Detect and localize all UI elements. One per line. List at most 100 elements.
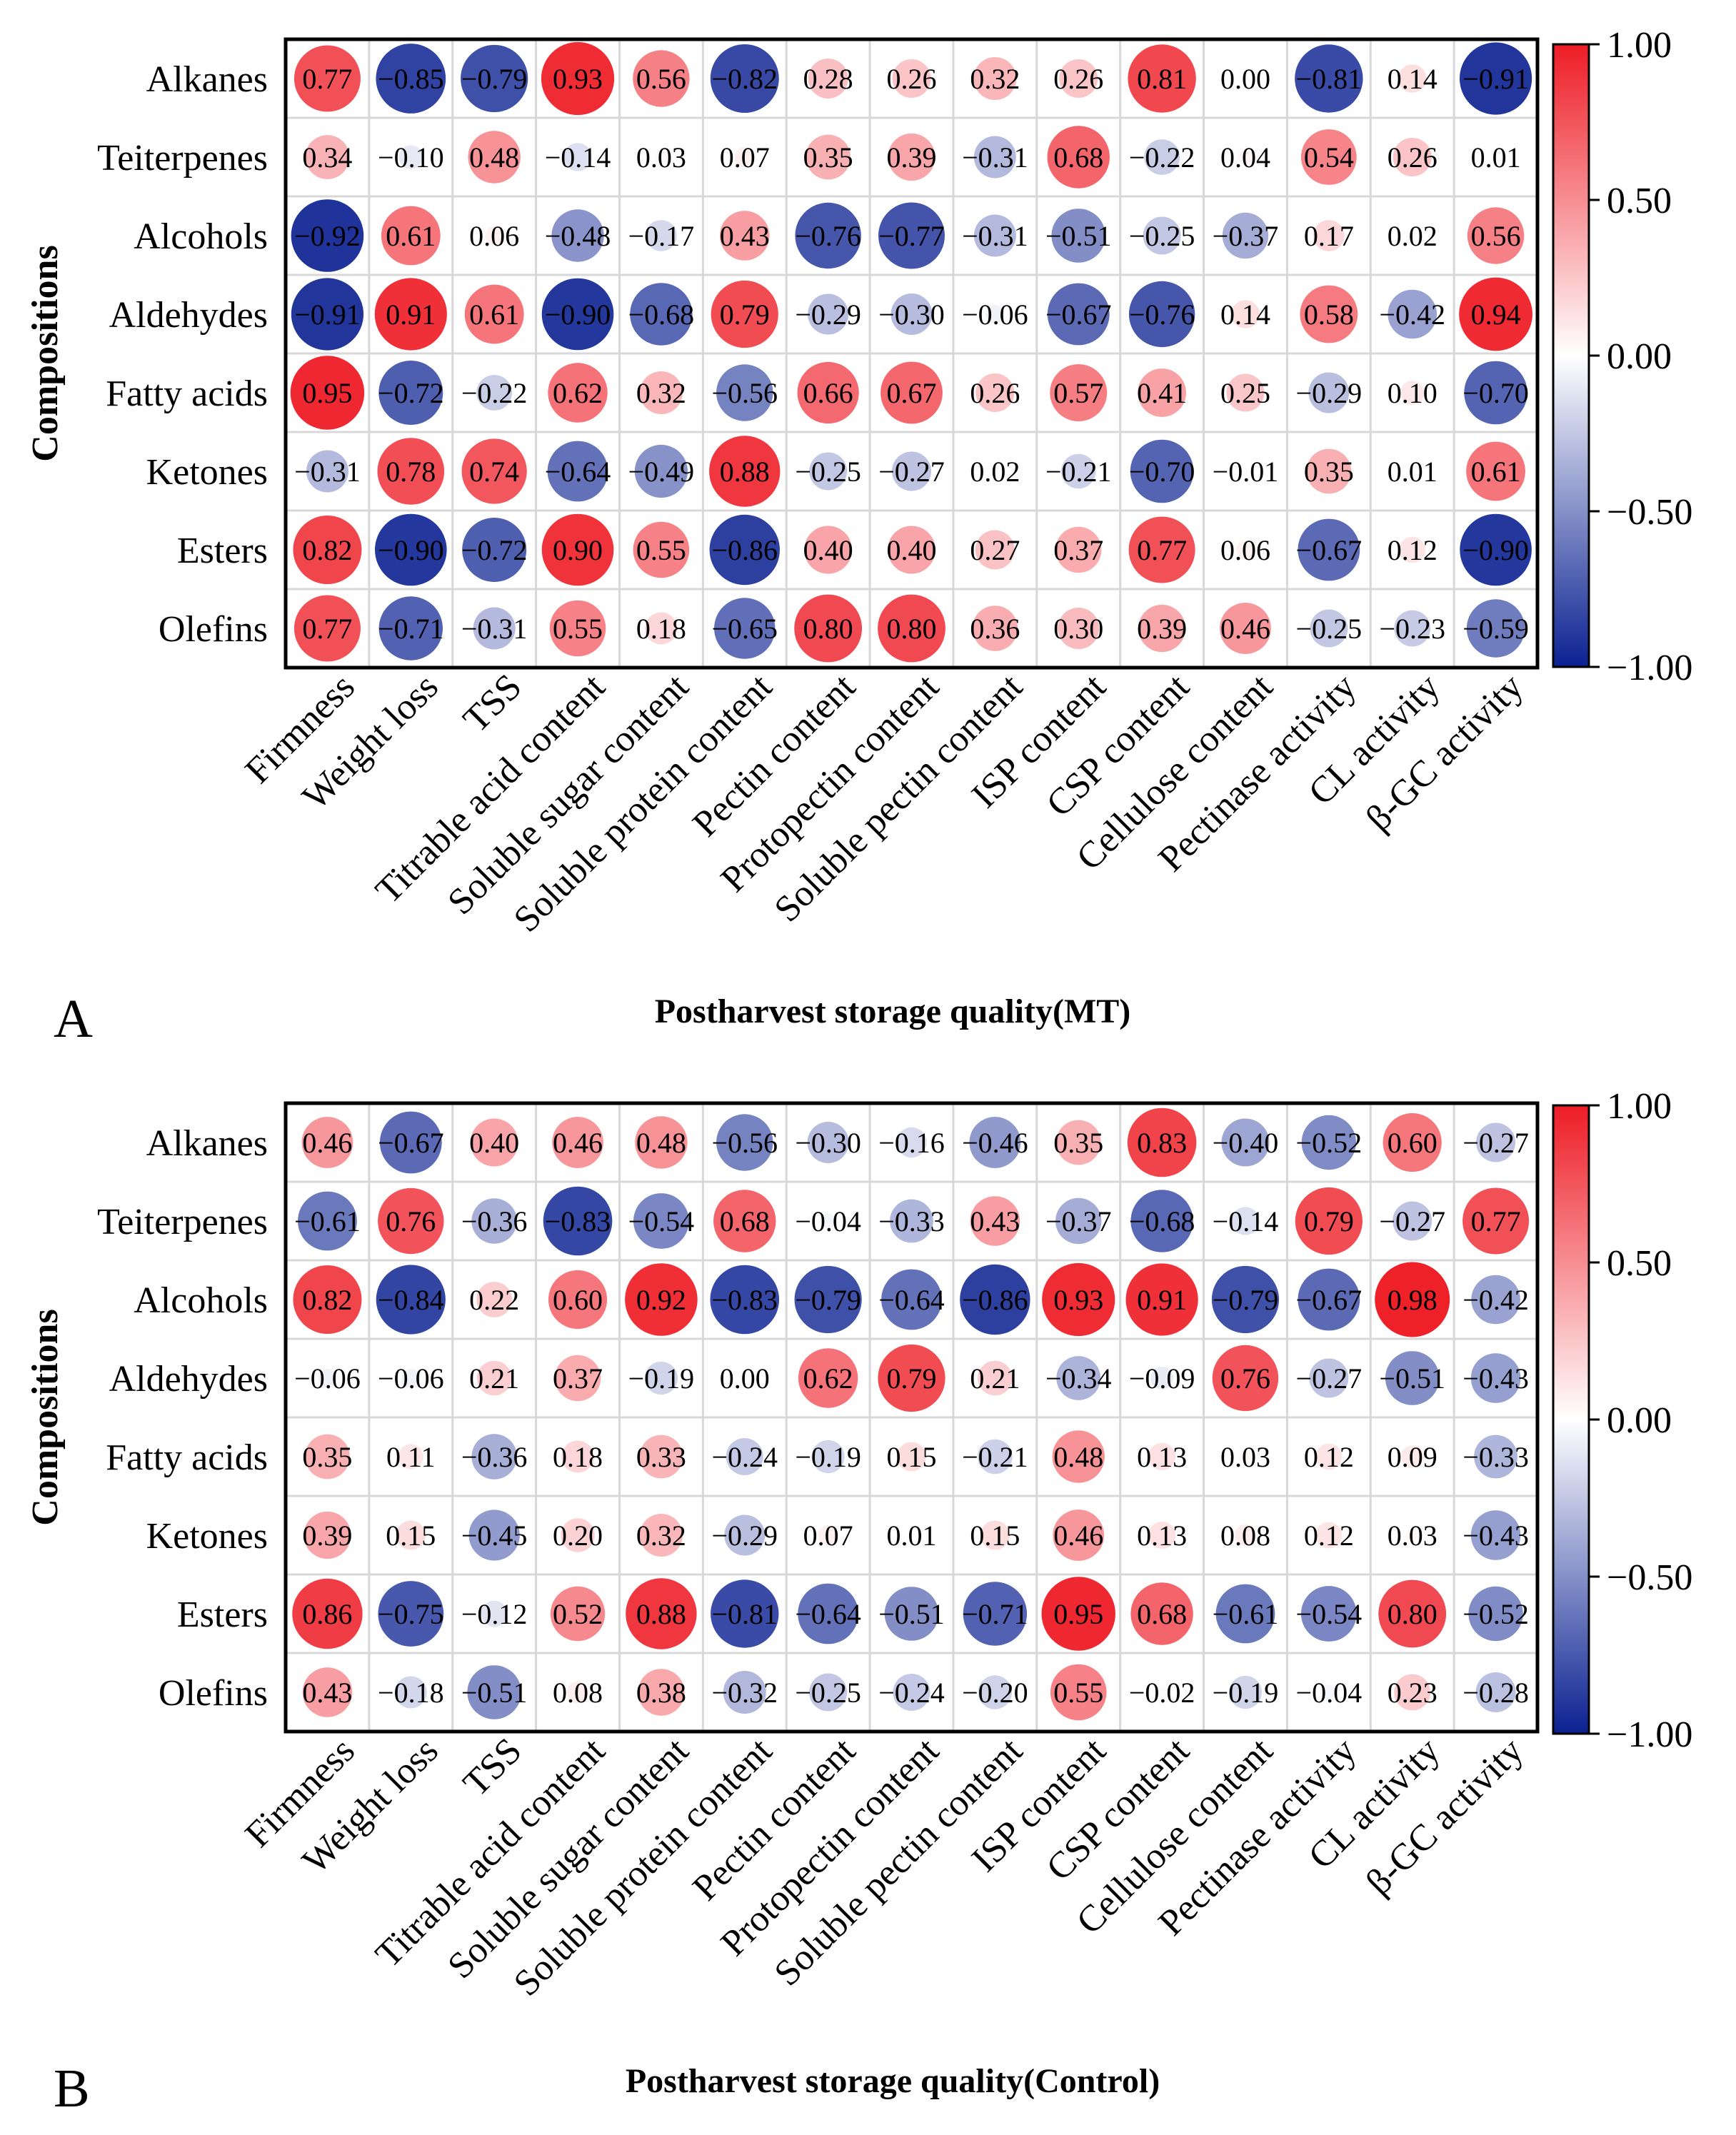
panel-a-value-label: 0.37 <box>1053 534 1103 566</box>
panel-a-marker-teiterpenes-firmness <box>305 135 350 179</box>
panel-a-marker-alcohols-titrable-acid-content <box>551 209 604 262</box>
panel-b-value-label: 0.15 <box>386 1519 436 1552</box>
panel-a-marker-olefins-cl-activity <box>1394 610 1431 647</box>
panel-a-marker-fatty-acids-cl-activity <box>1400 381 1425 405</box>
panel-b-value-label: 0.91 <box>1137 1284 1187 1316</box>
panel-a-value-label: −0.30 <box>878 298 945 331</box>
panel-a-row-label-alkanes: Alkanes <box>146 59 268 100</box>
panel-a-value-label: −0.85 <box>378 63 444 95</box>
panel-b-marker-alkanes-weight-loss <box>379 1111 442 1174</box>
panel-a-row-label-teiterpenes: Teiterpenes <box>97 138 268 179</box>
panel-a-marker-alkanes-gc-activity <box>1459 42 1532 115</box>
panel-b-marker-aldehydes-gc-activity <box>1470 1353 1521 1403</box>
panel-b-value-label: 0.32 <box>636 1519 686 1552</box>
panel-a-value-label: 0.02 <box>1388 220 1438 252</box>
panel-b-marker-esters-csp-content <box>1130 1582 1193 1645</box>
panel-b-marker-esters-cl-activity <box>1378 1579 1447 1648</box>
panel-b-value-label: 0.76 <box>1220 1362 1270 1395</box>
panel-b-value-label: −0.42 <box>1462 1284 1529 1316</box>
panel-b-value-label: 0.86 <box>302 1598 352 1630</box>
panel-a-marker-teiterpenes-soluble-pectin-content <box>973 136 1016 179</box>
panel-a-value-label: 0.12 <box>1388 534 1438 566</box>
panel-a-value-label: 0.57 <box>1053 377 1103 409</box>
panel-a-value-label: 0.06 <box>1220 534 1270 566</box>
panel-b-value-label: 0.62 <box>803 1362 853 1395</box>
panel-b-marker-alcohols-cl-activity <box>1375 1262 1450 1337</box>
panel-a-marker-esters-soluble-pectin-content <box>975 530 1015 570</box>
panel-a-marker-fatty-acids-isp-content <box>1050 364 1108 421</box>
panel-b-marker-olefins-titrable-acid-content <box>567 1682 589 1703</box>
panel-b-value-label: −0.02 <box>1129 1677 1195 1709</box>
panel-a-value-label: 0.56 <box>636 63 686 95</box>
panel-b-marker-esters-gc-activity <box>1468 1586 1523 1642</box>
panel-b-value-label: 0.38 <box>636 1677 686 1709</box>
panel-a-value-label: −0.59 <box>1462 613 1529 645</box>
panel-b-marker-esters-cellulose-content <box>1215 1584 1275 1644</box>
panel-b-marker-fatty-acids-cl-activity <box>1400 1445 1424 1468</box>
panel-b-value-label: 0.18 <box>553 1441 603 1473</box>
panel-b-value-label: 0.21 <box>469 1362 519 1395</box>
panel-b-marker-teiterpenes-weight-loss <box>378 1187 444 1255</box>
panel-a-value-label: −0.64 <box>545 456 611 488</box>
panel-b-value-label: 0.95 <box>1053 1598 1103 1630</box>
panel-a-value-label: 0.04 <box>1220 141 1270 174</box>
panel-a-value-label: 0.77 <box>1137 534 1187 566</box>
panel-a-marker-olefins-protopectin-content <box>878 594 945 663</box>
panel-b-value-label: 0.46 <box>553 1127 603 1159</box>
panel-a-row-label-alcohols: Alcohols <box>134 216 268 257</box>
panel-b-value-label: −0.51 <box>1379 1362 1445 1395</box>
panel-a-value-label: −0.31 <box>294 456 361 488</box>
panel-a-marker-alkanes-protopectin-content <box>892 59 931 98</box>
panel-b-value-label: 0.46 <box>1053 1519 1103 1552</box>
panel-a-marker-alcohols-pectin-content <box>795 202 861 269</box>
panel-b-marker-ketones-pectinase-activity <box>1315 1522 1343 1549</box>
panel-b-marker-aldehydes-cellulose-content <box>1212 1345 1279 1412</box>
panel-a-marker-ketones-pectin-content <box>809 452 848 491</box>
panel-b-marker-esters-firmness <box>292 1578 363 1649</box>
panel-b-value-label: 0.83 <box>1137 1127 1187 1159</box>
panel-b-value-label: 0.43 <box>970 1205 1020 1237</box>
panel-b-marker-olefins-protopectin-content <box>893 1674 930 1711</box>
panel-a-value-label: −0.25 <box>1296 613 1363 645</box>
panel-a-marker-alkanes-weight-loss <box>376 44 446 114</box>
panel-a-marker-aldehydes-pectinase-activity <box>1300 285 1358 343</box>
panel-b-value-label: −0.04 <box>795 1205 861 1237</box>
panel-b-value-label: 0.76 <box>386 1205 436 1237</box>
panel-b-value-label: −0.16 <box>878 1127 945 1159</box>
panel-b-colorbar-tick-label: 0.00 <box>1607 1400 1672 1441</box>
panel-b-marker-olefins-cl-activity <box>1394 1674 1431 1711</box>
panel-a-marker-esters-pectin-content <box>804 526 853 574</box>
panel-a-value-label: 0.40 <box>803 534 853 566</box>
panel-b-marker-teiterpenes-isp-content <box>1055 1197 1102 1245</box>
panel-b-marker-alcohols-gc-activity <box>1471 1275 1520 1325</box>
panel-a-marker-teiterpenes-cl-activity <box>1393 138 1432 176</box>
panel-b-marker-alkanes-protopectin-content <box>896 1127 927 1158</box>
panel-a-marker-olefins-isp-content <box>1058 608 1100 649</box>
panel-b-colorbar-tick-label: 0.50 <box>1607 1243 1672 1284</box>
panel-a-value-label: −0.48 <box>545 220 611 252</box>
panel-b-row-label-ketones: Ketones <box>146 1516 268 1557</box>
panel-b-marker-fatty-acids-gc-activity <box>1474 1435 1517 1479</box>
panel-a-marker-ketones-cellulose-content <box>1241 467 1250 476</box>
panel-a-colorbar-tick-label: 1.00 <box>1607 25 1672 66</box>
panel-a-marker-teiterpenes-tss <box>468 131 521 184</box>
panel-b-marker-ketones-tss <box>468 1509 520 1561</box>
panel-a-marker-aldehydes-cellulose-content <box>1231 300 1260 328</box>
panel-a-value-label: 0.00 <box>1220 63 1270 95</box>
panel-b-value-label: 0.43 <box>302 1677 352 1709</box>
panel-b-value-label: −0.64 <box>795 1598 861 1630</box>
panel-a-marker-ketones-tss <box>461 438 527 504</box>
panel-b-value-label: 0.35 <box>302 1441 352 1473</box>
panel-b-marker-esters-pectinase-activity <box>1300 1586 1357 1642</box>
panel-a-value-label: 0.26 <box>1388 141 1438 174</box>
panel-a-value-label: 0.80 <box>803 613 853 645</box>
panel-a-value-label: 0.58 <box>1304 298 1354 331</box>
panel-a-marker-fatty-acids-tss <box>476 375 513 411</box>
panel-b-marker-alcohols-pectin-content <box>794 1265 862 1334</box>
panel-b-value-label: −0.79 <box>795 1284 861 1316</box>
panel-a-value-label: 0.81 <box>1137 63 1187 95</box>
panel-b-label: B <box>54 2059 90 2119</box>
panel-a-value-label: −0.17 <box>628 220 695 252</box>
panel-a-value-label: −0.21 <box>1045 456 1112 488</box>
panel-a-colorbar: 1.00 0.50 0.00 −0.50 −1.00 <box>1552 25 1692 688</box>
